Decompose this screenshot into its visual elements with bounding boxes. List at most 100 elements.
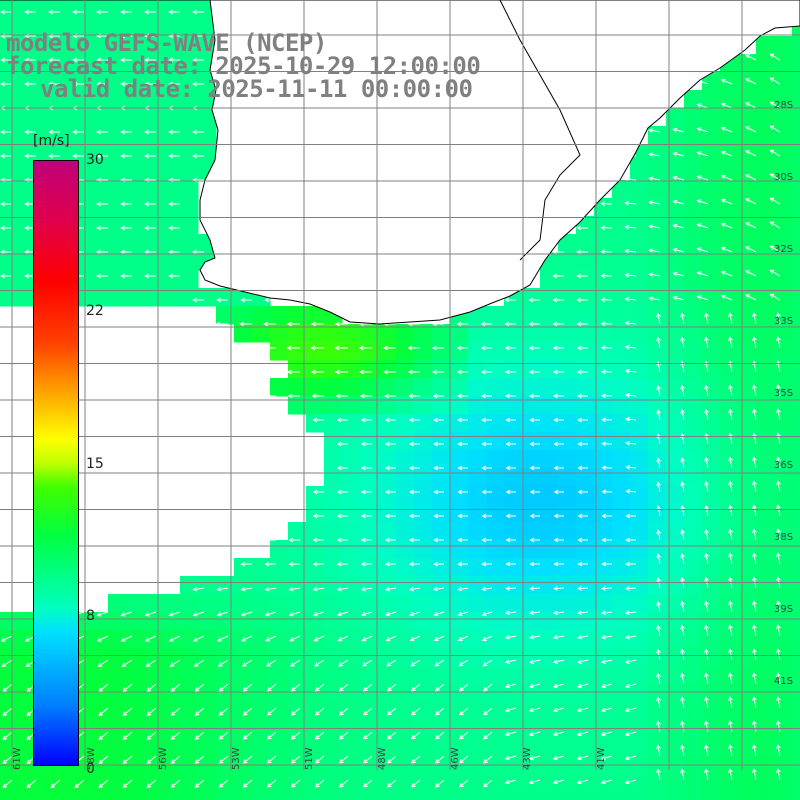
wind-arrow bbox=[720, 198, 733, 205]
wind-arrow bbox=[408, 393, 420, 399]
speed-cell bbox=[792, 774, 800, 793]
wind-arrow bbox=[601, 537, 612, 543]
speed-cell bbox=[18, 792, 37, 800]
wind-arrow bbox=[505, 489, 516, 495]
wind-arrow bbox=[194, 731, 205, 740]
speed-cell bbox=[414, 486, 433, 505]
speed-cell bbox=[270, 540, 289, 559]
speed-cell bbox=[126, 108, 145, 127]
colorbar-tick-30: 30 bbox=[86, 152, 104, 168]
speed-cell bbox=[234, 666, 253, 685]
wind-arrow bbox=[288, 513, 300, 519]
speed-cell bbox=[522, 396, 541, 415]
wind-arrow bbox=[728, 432, 733, 445]
wind-arrow bbox=[529, 417, 540, 423]
speed-cell bbox=[594, 666, 613, 685]
wind-arrow bbox=[601, 417, 613, 423]
speed-cell bbox=[792, 198, 800, 217]
wind-arrow bbox=[218, 755, 229, 764]
speed-cell bbox=[108, 738, 127, 757]
speed-cell bbox=[756, 612, 775, 631]
speed-cell bbox=[558, 360, 577, 379]
speed-cell bbox=[756, 378, 775, 397]
speed-cell bbox=[540, 396, 559, 415]
speed-cell bbox=[306, 576, 325, 595]
speed-cell bbox=[396, 630, 415, 649]
speed-cell bbox=[162, 648, 181, 667]
wind-arrow bbox=[265, 659, 277, 667]
speed-cell bbox=[270, 306, 289, 325]
speed-cell bbox=[90, 216, 109, 235]
speed-cell bbox=[720, 414, 739, 433]
speed-cell bbox=[18, 684, 37, 703]
speed-cell bbox=[792, 612, 800, 631]
speed-cell bbox=[648, 684, 667, 703]
wind-arrow bbox=[680, 552, 685, 565]
speed-cell bbox=[594, 738, 613, 757]
speed-cell bbox=[486, 720, 505, 739]
wind-arrow bbox=[656, 336, 661, 349]
wind-arrow bbox=[728, 600, 733, 613]
speed-cell bbox=[360, 450, 379, 469]
speed-cell bbox=[378, 648, 397, 667]
wind-arrow bbox=[529, 610, 541, 616]
wind-arrow bbox=[218, 683, 229, 692]
speed-cell bbox=[36, 0, 55, 19]
wind-arrow bbox=[121, 659, 133, 667]
speed-cell bbox=[684, 288, 703, 307]
speed-cell bbox=[468, 792, 487, 800]
speed-cell bbox=[234, 576, 253, 595]
speed-cell bbox=[648, 396, 667, 415]
speed-cell bbox=[432, 738, 451, 757]
wind-arrow bbox=[409, 465, 420, 471]
wind-arrow bbox=[290, 731, 301, 740]
speed-cell bbox=[774, 522, 793, 541]
speed-cell bbox=[468, 468, 487, 487]
speed-cell bbox=[180, 288, 199, 307]
wind-arrow bbox=[776, 624, 781, 637]
wind-arrow bbox=[680, 720, 685, 733]
wind-arrow bbox=[553, 537, 564, 543]
wind-arrow bbox=[168, 225, 180, 231]
speed-cell bbox=[720, 234, 739, 253]
speed-cell bbox=[450, 702, 469, 721]
wind-arrow bbox=[624, 586, 637, 591]
speed-cell bbox=[126, 0, 145, 19]
speed-cell bbox=[792, 342, 800, 361]
wind-arrow bbox=[311, 393, 324, 399]
speed-cell bbox=[702, 504, 721, 523]
speed-cell bbox=[576, 648, 595, 667]
speed-cell bbox=[720, 342, 739, 361]
wind-arrow bbox=[624, 610, 637, 616]
wind-arrow bbox=[144, 129, 156, 135]
wind-arrow bbox=[696, 103, 709, 109]
wind-arrow bbox=[624, 634, 637, 640]
speed-cell bbox=[468, 324, 487, 343]
speed-cell bbox=[666, 180, 685, 199]
speed-cell bbox=[720, 216, 739, 235]
speed-cell bbox=[54, 0, 73, 19]
wind-arrow bbox=[672, 151, 685, 157]
wind-arrow bbox=[704, 744, 709, 757]
speed-cell bbox=[684, 450, 703, 469]
speed-cell bbox=[594, 270, 613, 289]
wind-arrow bbox=[553, 513, 564, 519]
speed-cell bbox=[18, 90, 37, 109]
wind-arrow bbox=[24, 57, 36, 63]
wind-arrow bbox=[264, 611, 277, 617]
speed-cell bbox=[378, 396, 397, 415]
wind-arrow bbox=[459, 707, 469, 716]
wind-arrow bbox=[528, 297, 540, 303]
wind-arrow bbox=[433, 489, 444, 495]
speed-cell bbox=[612, 504, 631, 523]
wind-arrow bbox=[776, 504, 781, 517]
speed-cell bbox=[576, 558, 595, 577]
speed-cell bbox=[666, 234, 685, 253]
speed-cell bbox=[630, 594, 649, 613]
speed-cell bbox=[396, 612, 415, 631]
wind-arrow bbox=[769, 53, 781, 61]
wind-arrow bbox=[776, 384, 781, 397]
speed-cell bbox=[126, 90, 145, 109]
speed-cell bbox=[126, 666, 145, 685]
speed-cell bbox=[738, 666, 757, 685]
